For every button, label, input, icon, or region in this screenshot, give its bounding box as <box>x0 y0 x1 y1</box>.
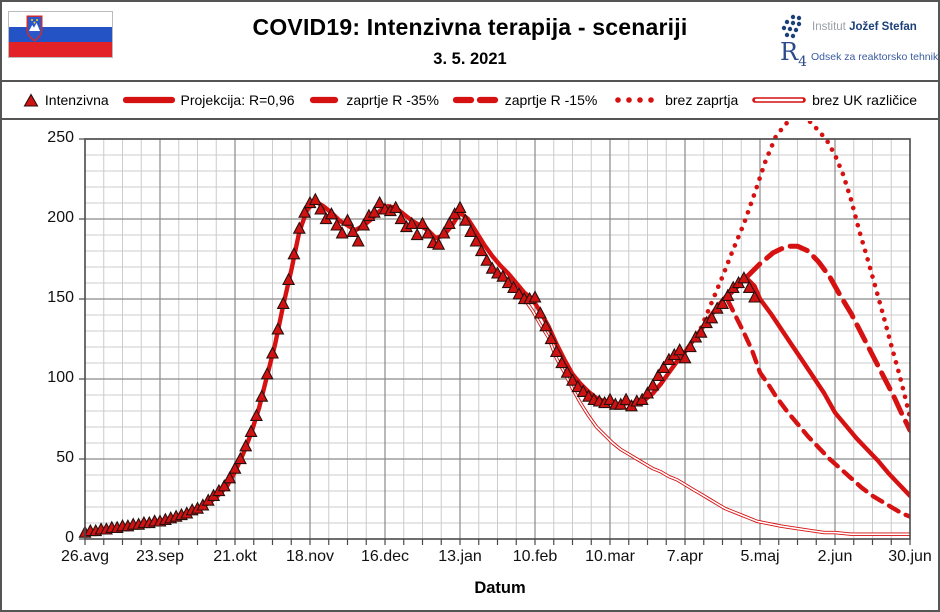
y-tick-label: 150 <box>47 289 74 306</box>
legend-item-intenzivna: Intenzivna <box>23 92 109 108</box>
chart-legend: Intenzivna Projekcija: R=0,96 zaprtje R -3… <box>2 82 938 120</box>
legend-label: zaprtje R -15% <box>504 92 598 108</box>
x-tick-label: 10.mar <box>585 548 635 565</box>
series-zaprtje-r-15 <box>725 243 910 433</box>
x-tick-label: 5.maj <box>740 548 780 565</box>
department-name: Odsek za reaktorsko tehniko <box>811 51 940 63</box>
page-title: COVID19: Intenzivna terapija - scenariji <box>252 14 688 40</box>
y-tick-label: 100 <box>47 369 74 386</box>
y-tick-label: 0 <box>65 529 74 546</box>
page-subtitle: 3. 5. 2021 <box>433 50 507 68</box>
x-tick-label: 23.sep <box>135 548 185 565</box>
legend-item-brez-uk-razli-ice: brez UK različice <box>752 92 917 108</box>
x-axis-title: Datum <box>474 579 526 597</box>
legend-label: Projekcija: R=0,96 <box>180 92 295 108</box>
flag-stripe-red <box>9 42 112 57</box>
x-tick-label: 10.feb <box>512 548 558 565</box>
x-tick-label: 7.apr <box>666 548 704 565</box>
x-tick-label: 26.avg <box>60 548 110 565</box>
legend-label: zaprtje R -35% <box>346 92 439 108</box>
axis-ticks <box>79 138 911 545</box>
header: COVID19: Intenzivna terapija - scenariji… <box>2 2 938 82</box>
ijs-dots-icon <box>781 14 802 39</box>
slovenia-flag <box>8 11 113 58</box>
institute-logo-block: Institut Jožef Stefan R4 Odsek za reakto… <box>780 12 938 74</box>
series-zaprtje-r-35 <box>725 298 910 519</box>
series-intenzivna <box>78 192 762 538</box>
y-tick-label: 50 <box>56 449 74 466</box>
series-markers <box>78 192 762 538</box>
x-tick-label: 30.jun <box>888 548 932 565</box>
thin-double-line-icon <box>752 97 806 103</box>
r4-logo: R4 <box>780 38 807 70</box>
x-tick-label: 13.jan <box>438 548 482 565</box>
y-tick-label: 250 <box>47 129 74 146</box>
x-tick-label: 16.dec <box>360 548 410 565</box>
legend-label: brez zaprtja <box>665 92 739 108</box>
coat-of-arms <box>26 15 43 42</box>
legend-item-projekcija-r-0-96: Projekcija: R=0,96 <box>122 92 295 108</box>
legend-item-brez-zaprtja: brez zaprtja <box>611 92 738 108</box>
x-tick-label: 2.jun <box>817 548 853 565</box>
series-projekcija-r-0-96 <box>85 199 910 535</box>
triangle-marker-icon <box>23 93 39 107</box>
series-brez-zaprtja <box>698 121 910 420</box>
single-dash-icon <box>310 96 339 104</box>
x-tick-label: 21.okt <box>213 548 257 565</box>
solid-line-icon <box>122 96 175 104</box>
legend-item-zaprtje-r-15: zaprtje R -15% <box>452 92 598 108</box>
x-tick-label: 18.nov <box>285 548 335 565</box>
legend-label: Intenzivna <box>44 92 109 108</box>
dotted-line-icon <box>615 97 654 103</box>
legend-label: brez UK različice <box>812 92 918 108</box>
legend-item-zaprtje-r-35: zaprtje R -35% <box>308 92 439 108</box>
double-dash-icon <box>452 96 498 104</box>
institute-name: Institut Jožef Stefan <box>812 21 917 33</box>
y-tick-label: 200 <box>47 209 74 226</box>
